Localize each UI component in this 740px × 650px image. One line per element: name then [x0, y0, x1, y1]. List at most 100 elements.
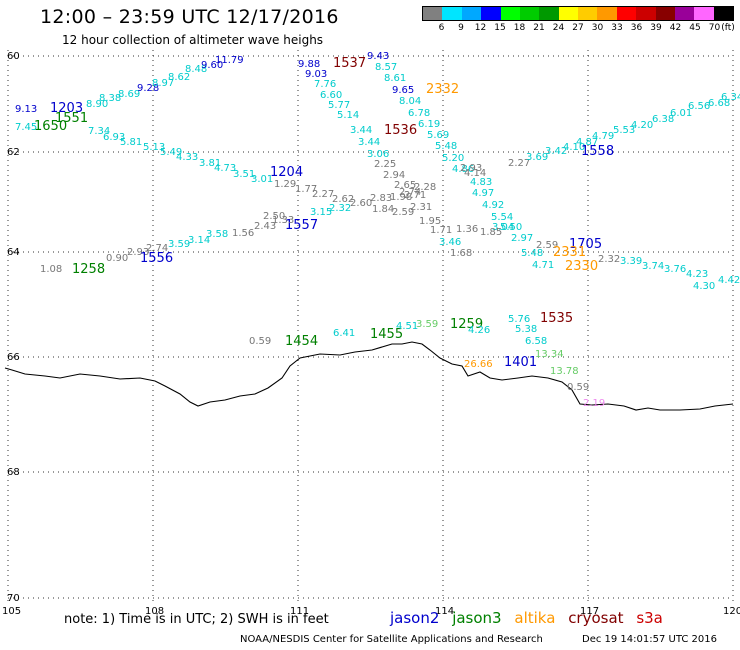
pass-time-label: 1454	[285, 334, 318, 349]
scale-swatch	[481, 7, 501, 20]
pass-time-label: 1258	[72, 262, 105, 277]
swh-value-label: 8.62	[168, 72, 190, 83]
swh-value-label: 1.98	[390, 192, 412, 203]
legend-altika: altika	[514, 609, 556, 627]
longitude-label: 120	[723, 606, 740, 617]
swh-value-label: 5.76	[508, 314, 530, 325]
scale-label: 30	[591, 23, 604, 33]
swh-value-label: 3.44	[350, 125, 372, 136]
swh-value-label: 2.74	[399, 187, 421, 198]
swh-value-label: 1.36	[456, 224, 478, 235]
pass-time-label: 1204	[270, 165, 303, 180]
scale-label: 39	[650, 23, 662, 33]
swh-value-label: 6.34	[721, 92, 740, 103]
swh-value-label: 3.14	[188, 235, 210, 246]
scale-swatch	[558, 7, 578, 20]
pass-time-label: 1705	[569, 237, 602, 252]
scale-label: 6	[438, 23, 445, 33]
swh-value-label: 9.28	[137, 83, 159, 94]
swh-value-label: 4.79	[592, 131, 614, 142]
longitude-label: 108	[145, 606, 164, 617]
pass-time-label: 1557	[285, 218, 318, 233]
swh-value-label: 6.41	[333, 328, 355, 339]
scale-label: 45	[689, 23, 701, 33]
swh-value-label: 4.97	[472, 188, 494, 199]
scale-label: 18	[513, 23, 526, 33]
scale-unit-label: (ft)	[721, 23, 735, 33]
pass-time-label: 1558	[581, 144, 614, 159]
swh-value-label: 2.32	[329, 203, 351, 214]
swh-value-label: 4.92	[482, 200, 504, 211]
swh-value-label: 1.33	[272, 215, 294, 226]
swh-value-label: 4.51	[396, 321, 418, 332]
swh-value-label: 5.38	[515, 324, 537, 335]
swh-value-label: 9.03	[305, 69, 327, 80]
swh-value-label: 4.73	[214, 163, 236, 174]
pass-time-label: 1259	[450, 317, 483, 332]
swh-value-label: 6.68	[708, 98, 730, 109]
swh-value-label: 3.74	[642, 261, 664, 272]
pass-time-label: 1536	[384, 123, 417, 138]
swh-value-label: 8.38	[99, 93, 121, 104]
swh-value-label: 9.13	[15, 104, 37, 115]
pass-time-label: 1203	[50, 101, 83, 116]
swh-value-label: 2.60	[350, 198, 372, 209]
swh-value-label: 2.71	[404, 190, 426, 201]
swh-value-label: 5.77	[328, 100, 350, 111]
swh-value-label: 4.14	[464, 168, 486, 179]
swh-value-label: 6.58	[525, 336, 547, 347]
scale-label: 70	[708, 23, 721, 33]
lat-lon-grid: 105 108 111 114 117 120 60 62 64 66 68 70	[2, 50, 740, 617]
scale-swatch	[694, 7, 714, 20]
pass-time-label: 2330	[565, 259, 598, 274]
swh-value-label: 4.42	[718, 275, 740, 286]
scale-swatch	[655, 7, 675, 20]
swh-value-label: 3.58	[206, 229, 228, 240]
legend-s3a: s3a	[636, 609, 663, 627]
swh-value-label: 2.27	[508, 158, 530, 169]
latitude-label: 64	[7, 247, 20, 258]
swh-value-label: 7.76	[314, 79, 336, 90]
scale-swatch	[578, 7, 598, 20]
swh-value-label: 2.93	[460, 163, 482, 174]
scale-swatch	[636, 7, 656, 20]
swh-value-label: 2.59	[392, 207, 414, 218]
swh-value-label: 5.54	[491, 212, 513, 223]
latitude-label: 70	[7, 593, 20, 604]
swh-value-label: 7.45	[15, 122, 37, 133]
pass-time-label: 1401	[504, 355, 537, 370]
swh-value-label: 4.71	[532, 260, 554, 271]
pass-time-label: 2331	[553, 245, 586, 260]
swh-value-label: 0.59	[567, 382, 589, 393]
swh-value-label: 3.06	[367, 149, 389, 160]
swh-value-label: 11.79	[215, 55, 244, 66]
scale-swatch	[713, 7, 733, 20]
swh-value-label: 2.94	[383, 170, 405, 181]
color-scale-swatches	[422, 6, 734, 21]
swh-value-label: 2.74	[146, 243, 168, 254]
scale-label: 12	[474, 23, 487, 33]
swh-value-label: 3.51	[233, 169, 255, 180]
swh-value-label: 6.78	[408, 108, 430, 119]
latitude-label: 60	[7, 51, 20, 62]
swh-value-label: 2.93	[127, 247, 149, 258]
scale-label: 33	[611, 23, 623, 33]
footer-note: note: 1) Time is in UTC; 2) SWH is in fe…	[64, 612, 329, 627]
swh-value-label: 8.48	[185, 64, 207, 75]
swh-value-label: 8.04	[399, 96, 421, 107]
swh-value-label: 6.19	[418, 119, 440, 130]
swh-value-label: 3.59	[168, 239, 190, 250]
swh-value-label: 2.31	[410, 202, 432, 213]
longitude-label: 111	[290, 606, 309, 617]
swh-value-label: 8.97	[152, 78, 174, 89]
swh-annotations: 9.13 1203 7.45165015518.908.388.699.288.97…	[15, 51, 740, 409]
scale-swatch	[423, 7, 443, 20]
swh-value-label: 3.39	[620, 256, 642, 267]
swh-value-label: 4.23	[686, 269, 708, 280]
swh-value-label: 2.59	[536, 240, 558, 251]
scale-swatch	[597, 7, 617, 20]
scale-label: 15	[494, 23, 506, 33]
satellite-legend: jason2 jason3 altika cryosat s3a	[390, 609, 671, 627]
scale-swatch	[674, 7, 695, 20]
longitude-label: 114	[435, 606, 454, 617]
